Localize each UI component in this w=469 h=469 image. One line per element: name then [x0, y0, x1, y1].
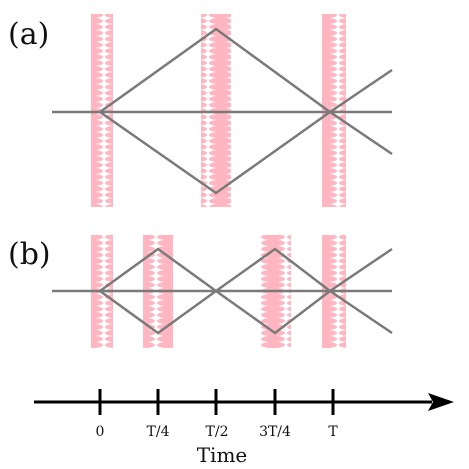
panel-a: (a): [8, 14, 393, 207]
tick-label-three-quarter: 3T/4: [259, 424, 291, 440]
path-b-lower: [99, 247, 393, 335]
panel-a-label: (a): [8, 17, 49, 52]
path-a-upper: [99, 27, 393, 114]
tick-label-t-half: T/2: [206, 424, 229, 440]
path-b-upper: [99, 247, 393, 335]
time-axis-arrowhead: [428, 393, 454, 411]
pulse-bar-a-t-half: [201, 14, 231, 207]
panel-b: (b): [8, 235, 393, 348]
time-axis-title: Time: [197, 443, 248, 467]
tick-label-t-quarter: T/4: [147, 424, 170, 440]
panel-b-label: (b): [8, 237, 51, 272]
tick-label-0: 0: [96, 424, 105, 440]
tick-label-t: T: [328, 424, 338, 440]
path-a-lower: [99, 110, 393, 195]
time-axis: 0 T/4 T/2 3T/4 T Time: [34, 389, 454, 467]
